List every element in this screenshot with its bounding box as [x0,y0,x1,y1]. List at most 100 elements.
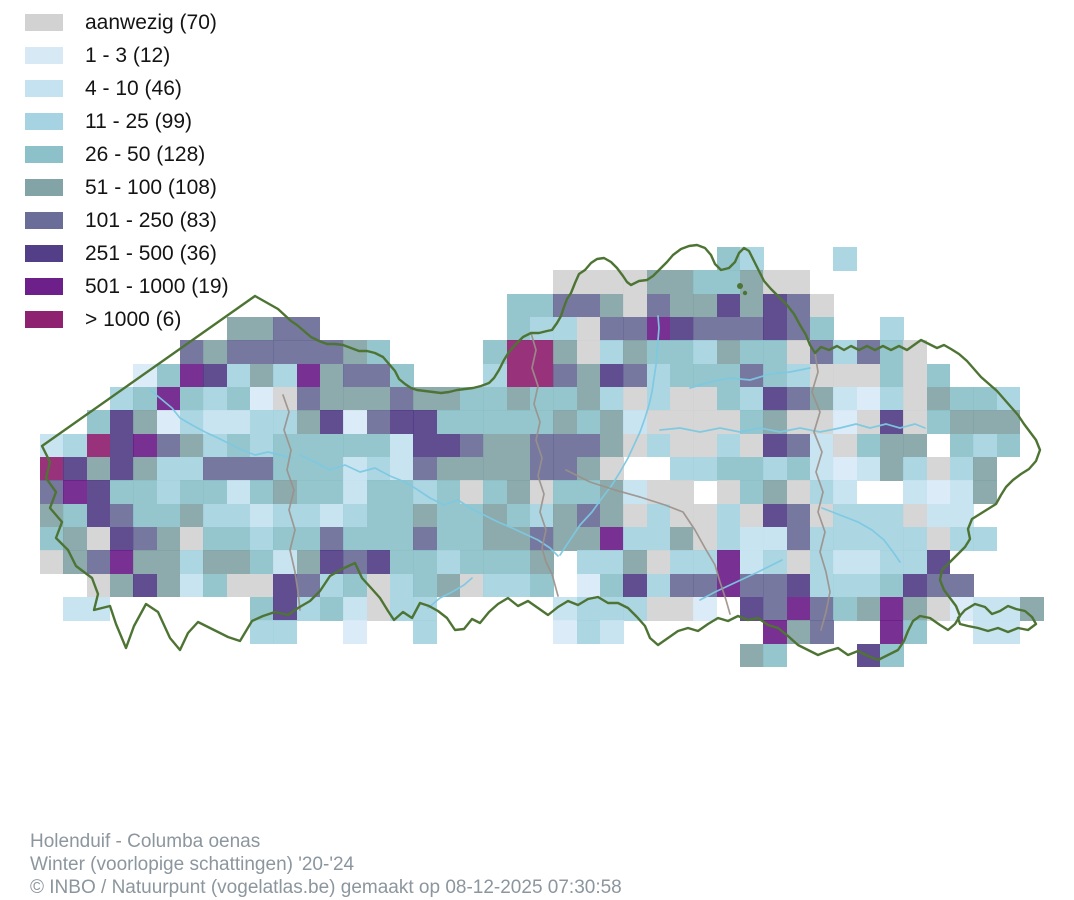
grid-cell [646,270,671,295]
grid-cell [599,480,624,505]
legend-item: 4 - 10 (46) [25,72,229,105]
grid-cell [483,526,508,551]
grid-cell [133,363,158,388]
legend-item: aanwezig (70) [25,6,229,39]
grid-cell [786,433,811,458]
grid-cell [576,620,601,645]
grid-cell [389,550,414,575]
grid-cell [553,433,578,458]
grid-cell [319,456,344,481]
grid-cell [646,550,671,575]
grid-cell [833,573,858,598]
grid-cell [483,480,508,505]
grid-cell [763,503,788,528]
grid-cell [273,596,298,621]
grid-cell [879,550,904,575]
grid-cell [623,386,648,411]
grid-cell [506,550,531,575]
grid-cell [413,596,438,621]
grid-cell [553,620,578,645]
grid-cell [249,550,274,575]
grid-cell [459,386,484,411]
grid-cell [786,573,811,598]
grid-cell [529,410,554,435]
grid-cell [109,410,134,435]
grid-cell [63,480,88,505]
grid-cell [739,456,764,481]
grid-cell [763,526,788,551]
grid-cell [40,480,64,505]
grid-cell [179,410,204,435]
grid-cell [646,433,671,458]
grid-cell [483,340,508,365]
grid-cell [553,503,578,528]
grid-cell [413,386,438,411]
grid-cell [249,480,274,505]
grid-cell [786,550,811,575]
grid-cell [249,526,274,551]
grid-cell [389,386,414,411]
grid-cell [576,386,601,411]
grid-cell [366,363,391,388]
grid-cell [763,386,788,411]
grid-cell [413,480,438,505]
grid-cell [483,433,508,458]
grid-cell [949,573,974,598]
grid-cell [366,550,391,575]
grid-cell [389,573,414,598]
grid-cell [63,503,88,528]
grid-cell [693,410,718,435]
grid-cell [273,340,298,365]
grid-cell [389,480,414,505]
grid-cell [156,480,181,505]
grid-cell [833,456,858,481]
grid-cell [646,526,671,551]
grid-cell [203,363,228,388]
grid-cell [739,247,764,271]
legend-label: 51 - 100 (108) [85,176,217,199]
grid-cell [856,363,881,388]
grid-cell [599,596,624,621]
grid-cell [63,596,88,621]
grid-cell [576,433,601,458]
grid-cell [389,363,414,388]
grid-cell [856,596,881,621]
grid-cell [366,433,391,458]
grid-cell [133,433,158,458]
grid-cell [693,433,718,458]
legend-item: 26 - 50 (128) [25,138,229,171]
grid-cell [459,433,484,458]
grid-cell [739,340,764,365]
grid-cell [739,643,764,668]
grid-cell [833,386,858,411]
grid-cell [343,526,368,551]
grid-cell [669,410,694,435]
grid-cell [553,410,578,435]
grid-cell [833,526,858,551]
grid-cell [226,526,251,551]
grid-cell [926,503,951,528]
grid-cell [529,503,554,528]
grid-cell [506,526,531,551]
grid-cell [949,410,974,435]
grid-cell [63,550,88,575]
grid-cell [506,480,531,505]
grid-cell [319,573,344,598]
grid-cell [343,480,368,505]
grid-cell [553,270,578,295]
grid-cell [996,410,1021,435]
legend: aanwezig (70) 1 - 3 (12) 4 - 10 (46) 11 - 2… [25,6,229,336]
grid-cell [856,643,881,668]
grid-cell [599,340,624,365]
grid-cell [319,503,344,528]
grid-cell [949,526,974,551]
grid-cell [249,433,274,458]
grid-cell [576,573,601,598]
grid-cell [646,410,671,435]
grid-cell [809,386,834,411]
grid-cell [879,410,904,435]
grid-cell [739,433,764,458]
grid-cell [483,410,508,435]
grid-cell [996,433,1021,458]
legend-item: 11 - 25 (99) [25,105,229,138]
